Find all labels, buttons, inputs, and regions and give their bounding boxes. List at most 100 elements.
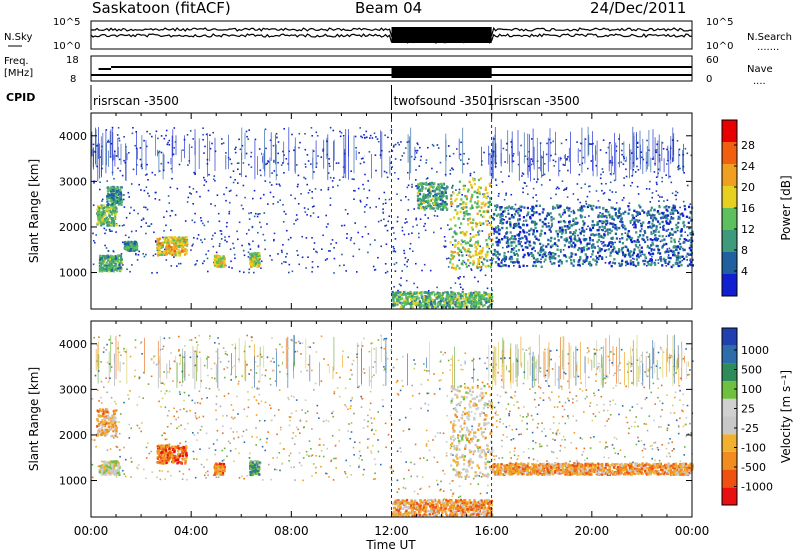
echo-cell: [617, 248, 621, 251]
echo-cell: [450, 194, 453, 197]
echo-cell: [173, 244, 176, 247]
echo-point: [621, 199, 624, 201]
echo-point: [576, 183, 579, 185]
echo-point: [212, 131, 214, 134]
echo-point: [556, 186, 559, 188]
echo-cell: [456, 264, 459, 267]
echo-cell: [436, 188, 439, 191]
echo-point: [194, 212, 196, 215]
echo-point: [291, 133, 293, 136]
echo-point: [469, 174, 472, 177]
echo-cell: [464, 232, 467, 236]
echo-point: [248, 163, 250, 166]
echo-cell: [135, 246, 139, 250]
echo-point: [505, 149, 508, 151]
echo-point: [308, 189, 311, 191]
echo-cell: [627, 230, 630, 233]
echo-point: [128, 196, 130, 198]
echo-point: [658, 200, 660, 202]
echo-point: [349, 378, 351, 380]
echo-cell: [540, 232, 543, 235]
echo-cell: [581, 215, 584, 218]
echo-point: [267, 203, 269, 205]
echo-cell: [114, 212, 117, 215]
echo-cell: [467, 223, 470, 226]
echo-cell: [479, 222, 482, 225]
echo-point: [146, 208, 149, 211]
echo-cell: [487, 236, 491, 240]
echo-cell: [651, 243, 655, 246]
echo-cell: [495, 226, 498, 229]
echo-point: [377, 256, 379, 259]
echo-point: [354, 222, 356, 224]
echo-cell: [535, 204, 538, 208]
echo-cell: [610, 237, 613, 240]
echo-point: [427, 146, 429, 149]
echo-cell: [257, 256, 260, 260]
echo-cell: [563, 254, 567, 257]
echo-point: [636, 157, 639, 160]
echo-cell: [96, 211, 99, 215]
echo-point: [526, 158, 529, 160]
echo-cell: [557, 239, 560, 242]
echo-point: [124, 234, 127, 237]
echo-point: [504, 161, 506, 163]
echo-cell: [255, 255, 258, 258]
echo-point: [406, 265, 408, 268]
echo-cell: [110, 217, 113, 220]
echo-point: [192, 203, 194, 205]
echo-point: [277, 152, 279, 155]
echo-point: [188, 468, 191, 471]
echo-cell: [428, 292, 431, 295]
echo-cell: [676, 258, 679, 261]
echo-cell: [568, 220, 571, 223]
echo-point: [192, 243, 194, 246]
echo-cell: [172, 247, 175, 250]
echo-cell: [411, 297, 414, 300]
echo-cell: [672, 246, 675, 249]
echo-cell: [464, 262, 468, 266]
echo-cell: [548, 255, 551, 259]
echo-cell: [599, 215, 602, 218]
echo-cell: [109, 266, 112, 269]
echo-point: [235, 194, 238, 197]
echo-cell: [436, 192, 439, 195]
echo-point: [555, 193, 557, 196]
echo-point: [342, 135, 345, 137]
echo-cell: [123, 243, 126, 246]
echo-cell: [644, 231, 647, 234]
echo-cell: [644, 240, 647, 244]
echo-point: [145, 206, 147, 209]
echo-cell: [256, 265, 259, 268]
echo-cell: [491, 238, 494, 241]
echo-cell: [579, 242, 583, 245]
echo-cell: [469, 238, 472, 241]
echo-cell: [449, 258, 452, 261]
echo-cell: [109, 186, 112, 190]
echo-point: [587, 225, 589, 228]
echo-point: [466, 162, 469, 165]
echo-cell: [449, 241, 452, 244]
echo-cell: [438, 203, 441, 206]
echo-cell: [640, 246, 643, 249]
echo-cell: [655, 237, 658, 240]
echo-cell: [463, 234, 466, 237]
echo-cell: [98, 266, 101, 269]
echo-cell: [213, 264, 217, 267]
echo-point: [443, 236, 446, 238]
echo-cell: [176, 241, 179, 244]
echo-point: [674, 194, 677, 197]
y-axis-title: Slant Range [km]: [27, 159, 41, 263]
echo-point: [225, 199, 227, 202]
echo-point: [266, 162, 268, 165]
echo-cell: [166, 245, 169, 248]
echo-cell: [636, 253, 639, 256]
echo-cell: [517, 261, 520, 264]
echo-cell: [487, 298, 491, 301]
echo-cell: [608, 216, 612, 219]
echo-point: [234, 148, 236, 150]
echo-cell: [107, 221, 111, 224]
echo-cell: [116, 201, 119, 204]
echo-cell: [522, 216, 525, 219]
echo-cell: [452, 300, 455, 303]
